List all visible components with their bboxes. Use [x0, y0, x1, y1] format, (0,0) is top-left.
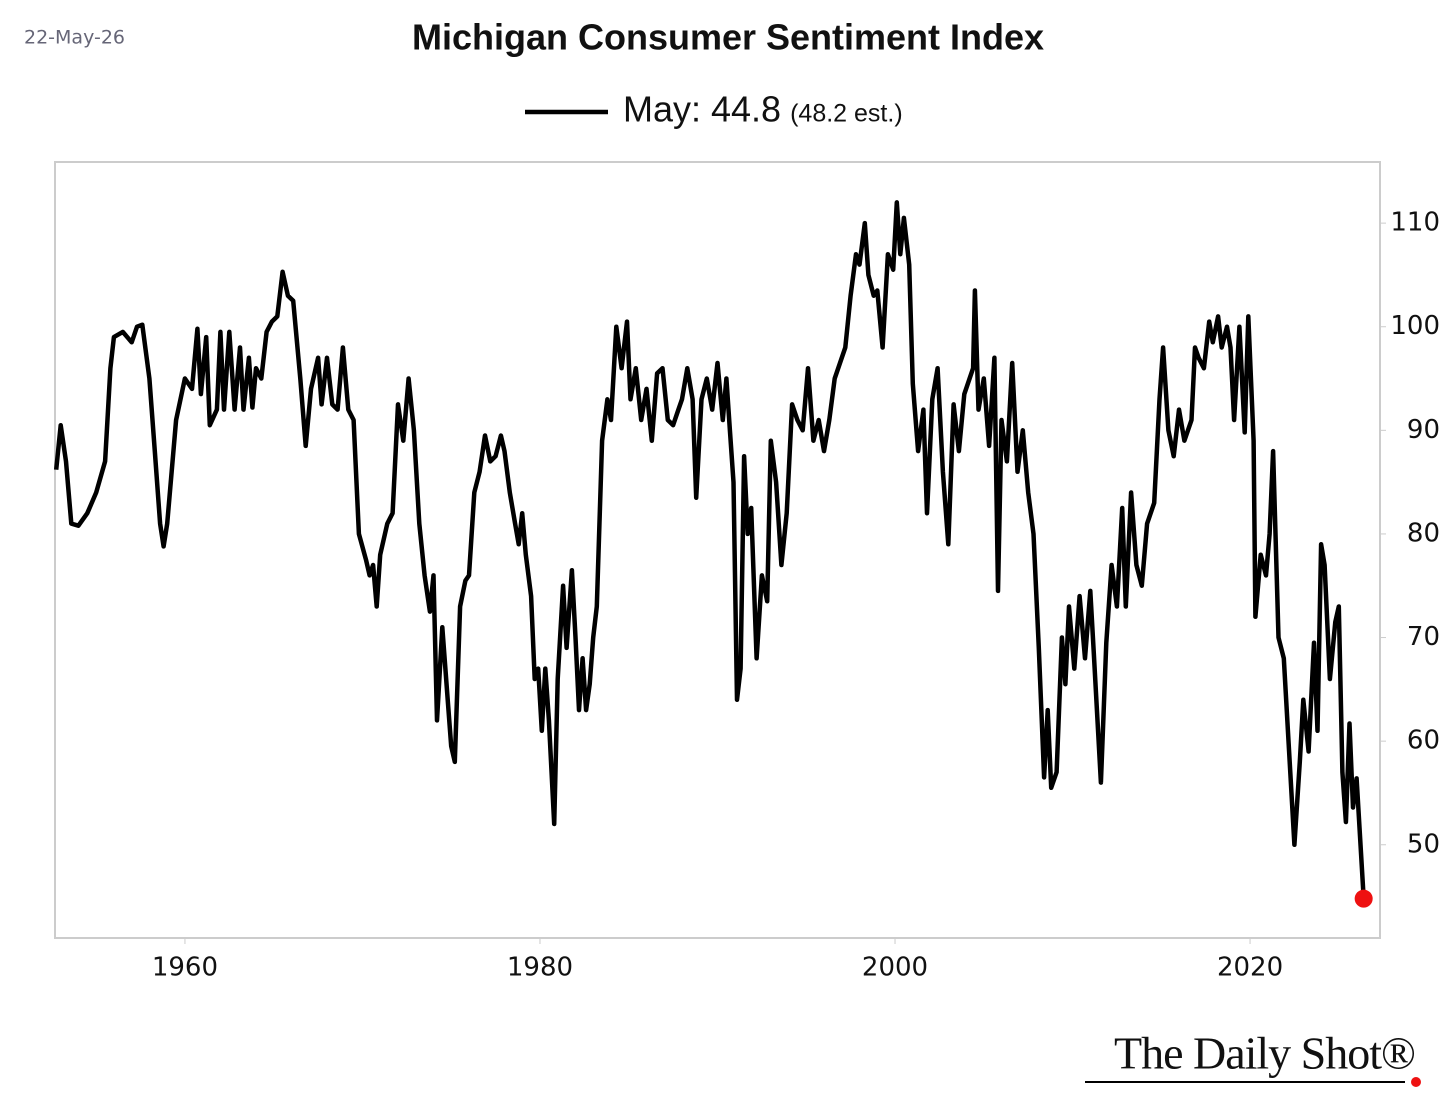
x-tick-label: 2000 [862, 953, 928, 983]
logo-dot [1411, 1077, 1421, 1087]
legend-label: May: 44.8 [623, 89, 781, 130]
last-point [1354, 889, 1373, 908]
series-line [53, 200, 1366, 899]
plot-frame [54, 161, 1381, 939]
y-tick-label: 90 [1407, 415, 1440, 445]
y-tick-label: 100 [1390, 311, 1440, 341]
x-tick-label: 1980 [507, 953, 573, 983]
chart-title: Michigan Consumer Sentiment Index [412, 17, 1044, 58]
y-tick-label: 50 [1407, 829, 1440, 859]
date: 22-May-26 [24, 27, 125, 49]
x-tick-label: 2020 [1217, 953, 1283, 983]
logo: The Daily Shot® [1114, 1028, 1415, 1079]
y-tick-label: 60 [1407, 726, 1440, 756]
x-tick-label: 1960 [152, 953, 218, 983]
y-tick-label: 70 [1407, 622, 1440, 652]
y-tick-label: 110 [1390, 208, 1440, 238]
y-tick-label: 80 [1407, 518, 1440, 548]
legend-annotation: (48.2 est.) [790, 100, 903, 128]
